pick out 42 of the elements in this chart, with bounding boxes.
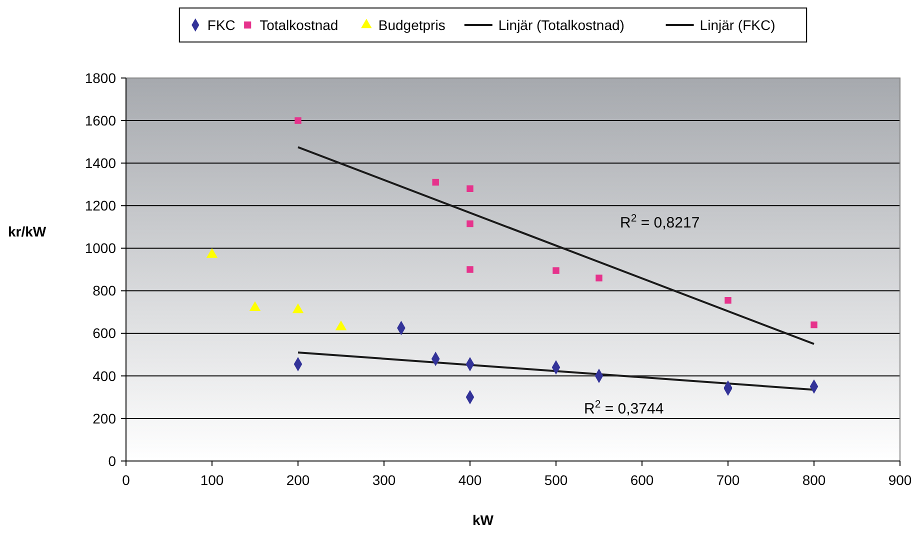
legend-label: Linjär (FKC) <box>700 16 776 33</box>
annotation: R$^{2}$ = 0,8217 <box>620 212 700 232</box>
y-tick-label: 800 <box>92 282 116 299</box>
legend-label: Totalkostnad <box>260 16 338 33</box>
y-tick-label: 1400 <box>84 155 116 172</box>
x-tick-label: 300 <box>372 472 396 488</box>
point <box>206 248 218 258</box>
y-tick-label: 1200 <box>84 198 116 214</box>
y-tick-label: 1600 <box>84 112 116 128</box>
x-tick-label: 200 <box>286 472 310 488</box>
x-tick-label: 700 <box>716 472 740 488</box>
y-tick-label: 400 <box>92 368 116 384</box>
point <box>596 274 602 282</box>
x-tick-label: 800 <box>802 472 826 488</box>
x-axis-title: kW <box>472 512 494 528</box>
x-tick-label: 100 <box>200 472 224 488</box>
x-tick-label: 600 <box>630 472 654 488</box>
point <box>294 117 302 124</box>
point <box>466 185 474 192</box>
y-tick-label: 200 <box>92 410 116 426</box>
point <box>466 266 474 273</box>
legend-label: Budgetpris <box>378 16 446 33</box>
legend-label: Linjär (Totalkostnad) <box>498 16 624 33</box>
legend-label: FKC <box>207 16 236 33</box>
point <box>292 303 304 314</box>
point <box>335 320 347 330</box>
annotation: R$^{2}$ = 0,3744 <box>584 398 664 418</box>
point <box>432 178 439 186</box>
y-tick-label: 1800 <box>84 70 116 86</box>
point <box>249 301 261 312</box>
point <box>466 220 474 228</box>
y-tick-label: 600 <box>92 325 116 342</box>
x-tick-label: 400 <box>458 472 482 488</box>
point <box>810 321 818 328</box>
x-tick-label: 900 <box>888 472 912 488</box>
point <box>552 267 560 274</box>
y-tick-label: 1000 <box>84 240 116 256</box>
y-axis-title: kr/kW <box>8 224 47 240</box>
x-tick-label: 500 <box>544 472 568 488</box>
point <box>724 297 732 304</box>
x-tick-label: 0 <box>122 472 130 488</box>
y-tick-label: 0 <box>108 452 116 469</box>
